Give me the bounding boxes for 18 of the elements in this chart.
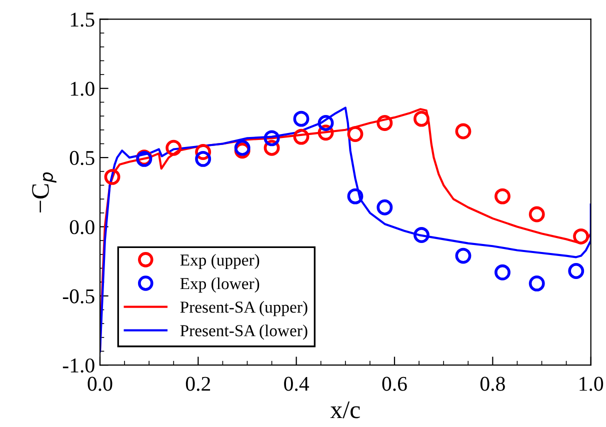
legend-label: Present-SA (lower) bbox=[180, 324, 308, 340]
x-axis-title: x/c bbox=[330, 402, 360, 418]
x-tick-label: 0.0 bbox=[88, 376, 112, 391]
legend-label: Exp (lower) bbox=[180, 277, 260, 293]
y-tick-label: 1.5 bbox=[70, 12, 94, 27]
x-tick-label: 0.6 bbox=[382, 376, 407, 391]
legend-label: Present-SA (upper) bbox=[180, 301, 308, 316]
y-tick-label: -0.5 bbox=[62, 289, 94, 304]
x-tick-label: 0.4 bbox=[284, 376, 310, 391]
x-tick-label: 0.8 bbox=[480, 376, 505, 391]
y-tick-label: 0.5 bbox=[70, 150, 94, 166]
y-tick-label: 1.0 bbox=[70, 82, 94, 96]
y-tick-label: 0.0 bbox=[70, 220, 94, 234]
y-tick-label: -1.0 bbox=[62, 358, 94, 373]
legend-label: Exp (upper) bbox=[180, 254, 260, 270]
x-tick-label: 1.0 bbox=[580, 376, 604, 391]
x-tick-label: 0.2 bbox=[186, 376, 210, 391]
y-axis-title: −C$_{p}$ bbox=[32, 172, 56, 212]
